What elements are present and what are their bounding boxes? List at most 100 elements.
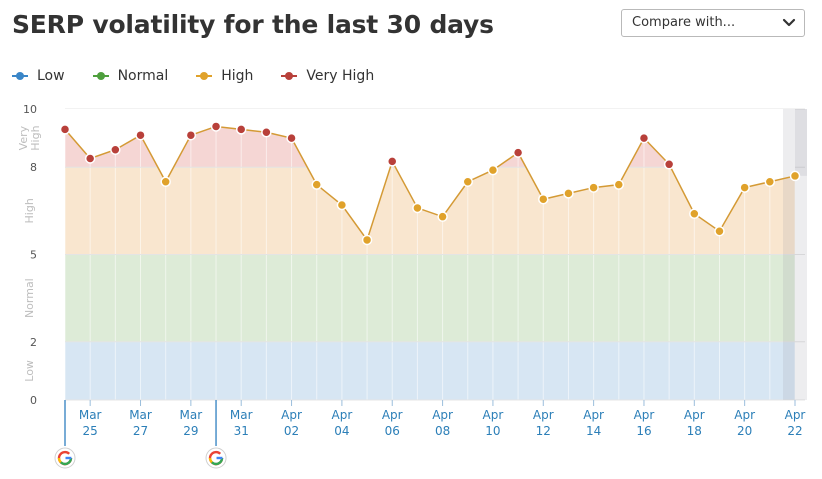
x-tick-label-month: Apr (332, 408, 353, 422)
x-tick-label-month: Mar (129, 408, 152, 422)
data-point[interactable] (789, 170, 801, 182)
x-tick-label-day: 20 (737, 424, 752, 438)
data-point[interactable] (185, 129, 197, 141)
data-point[interactable] (311, 179, 322, 190)
x-tick-label-month: Apr (634, 408, 655, 422)
page-title: SERP volatility for the last 30 days (12, 10, 494, 39)
data-point[interactable] (563, 188, 574, 199)
y-tick-label: 2 (30, 336, 37, 349)
zone-label: Normal (23, 278, 36, 318)
x-tick-label-month: Apr (382, 408, 403, 422)
data-point[interactable] (663, 159, 675, 170)
legend-item-very-high[interactable]: Very High (281, 68, 374, 84)
zone-label-text: Normal (23, 278, 36, 318)
x-tick-label-month: Apr (483, 408, 504, 422)
legend-marker-very-high (281, 72, 298, 80)
data-point[interactable] (462, 176, 474, 187)
legend-marker-low (12, 72, 28, 80)
data-point[interactable] (538, 193, 549, 205)
data-point[interactable] (412, 202, 423, 214)
x-tick-label-day: 29 (183, 424, 198, 438)
data-point[interactable] (286, 132, 297, 144)
google-icon-arc-yellow (57, 457, 62, 464)
y-tick-label: 8 (30, 161, 37, 174)
x-tick-label-month: Mar (180, 408, 203, 422)
legend: Low Normal High Very High (12, 65, 402, 87)
zone-label: High (23, 198, 36, 223)
data-point[interactable] (613, 179, 625, 190)
x-tick-label-month: Apr (583, 408, 604, 422)
x-tick-label-day: 25 (83, 424, 98, 438)
data-point[interactable] (235, 124, 247, 135)
data-point[interactable] (512, 147, 524, 158)
google-icon-arc-yellow (208, 457, 213, 464)
x-tick-label-day: 08 (435, 424, 450, 438)
x-tick-label-month: Apr (684, 408, 705, 422)
x-tick-label-day: 27 (133, 424, 148, 438)
zone-label-text: High (29, 125, 42, 150)
volatility-line (64, 125, 796, 242)
x-tick-label-month: Apr (785, 408, 806, 422)
legend-item-normal[interactable]: Normal (92, 68, 169, 84)
data-point[interactable] (764, 176, 776, 187)
google-icon[interactable] (54, 447, 76, 469)
x-tick-label-day: 10 (485, 424, 500, 438)
data-point[interactable] (210, 121, 222, 132)
x-tick-label-day: 18 (687, 424, 702, 438)
zone-label-text: Very (17, 125, 30, 150)
x-tick-label-day: 22 (787, 424, 802, 438)
data-point[interactable] (160, 176, 171, 187)
y-tick-label: 0 (30, 394, 37, 407)
data-point[interactable] (739, 182, 750, 193)
zone-label-text: Low (23, 360, 36, 382)
data-point[interactable] (84, 153, 96, 164)
data-point[interactable] (59, 124, 71, 135)
data-point[interactable] (361, 234, 373, 246)
x-tick-label-month: Mar (79, 408, 102, 422)
zone-label: Very High (17, 125, 42, 150)
google-icon[interactable] (205, 447, 227, 469)
zone-label-text: High (23, 198, 36, 223)
zone-band-normal (65, 254, 795, 342)
y-tick-label: 10 (23, 103, 37, 116)
x-tick-label-month: Apr (281, 408, 302, 422)
zone-label: Low (23, 360, 36, 382)
data-point[interactable] (714, 225, 725, 237)
legend-item-high[interactable]: High (196, 68, 253, 84)
legend-marker-high (196, 72, 213, 80)
x-tick-label-day: 06 (385, 424, 400, 438)
legend-label-low: Low (37, 68, 65, 84)
data-point[interactable] (588, 182, 599, 193)
x-tick-label-day: 04 (334, 424, 349, 438)
x-tick-label-month: Mar (230, 408, 253, 422)
x-tick-label-month: Apr (533, 408, 554, 422)
data-point[interactable] (261, 127, 272, 138)
x-tick-label-day: 14 (586, 424, 601, 438)
x-tick-label-day: 02 (284, 424, 299, 438)
data-point[interactable] (689, 208, 700, 220)
data-point[interactable] (386, 156, 398, 167)
zone-band-low (65, 341, 795, 400)
data-point[interactable] (437, 211, 448, 222)
y-tick-label: 5 (30, 249, 37, 262)
compare-with-label: Compare with... (632, 15, 736, 30)
x-tick-label-day: 12 (536, 424, 551, 438)
legend-label-normal: Normal (117, 68, 169, 84)
data-point[interactable] (135, 129, 146, 141)
data-point[interactable] (487, 164, 499, 176)
legend-item-low[interactable]: Low (12, 68, 65, 84)
compare-with-dropdown[interactable]: Compare with... (621, 9, 805, 37)
data-point[interactable] (638, 132, 650, 144)
data-point[interactable] (336, 199, 348, 211)
chevron-down-icon (782, 18, 796, 27)
legend-marker-normal (92, 72, 109, 80)
x-tick-label-month: Apr (432, 408, 453, 422)
data-point[interactable] (110, 144, 121, 155)
legend-label-very-high: Very High (306, 68, 375, 84)
x-tick-label-day: 31 (234, 424, 249, 438)
x-tick-label-day: 16 (636, 424, 651, 438)
legend-label-high: High (221, 68, 254, 84)
current-day-highlight-top (783, 109, 807, 179)
x-tick-label-month: Apr (734, 408, 755, 422)
